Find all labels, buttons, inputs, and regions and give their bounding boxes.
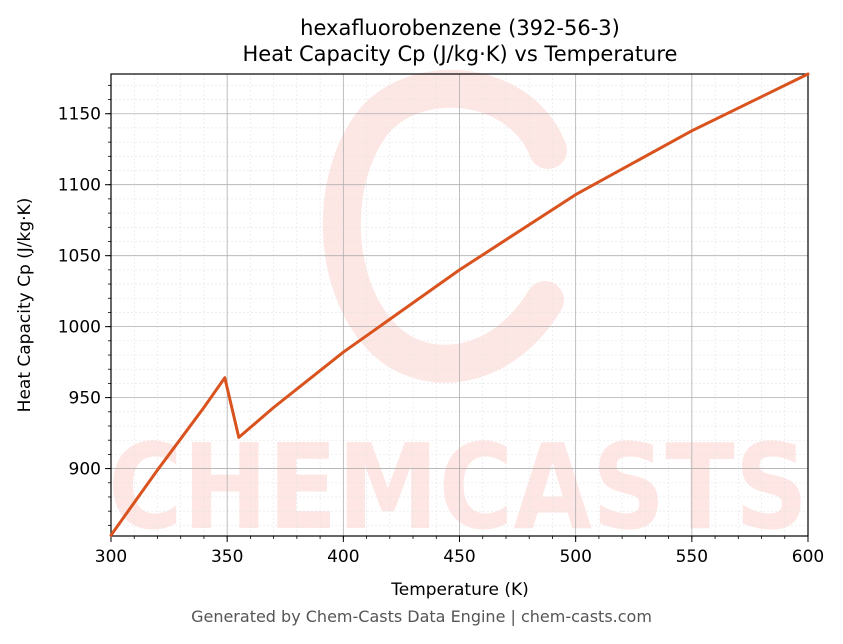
- watermark-text: CHEMCASTS: [108, 418, 808, 556]
- y-tick-label: 1000: [58, 318, 101, 338]
- chart-title-line1: hexafluorobenzene (392-56-3): [300, 16, 620, 40]
- y-axis-label: Heat Capacity Cp (J/kg·K): [15, 198, 35, 413]
- x-tick-labels: 300 350 400 450 500 550 600: [95, 547, 824, 567]
- x-tick-label: 600: [792, 547, 824, 567]
- y-tick-labels: 900 950 1000 1050 1100 1150: [58, 105, 101, 480]
- watermark-logo: CHEMCASTS: [108, 69, 808, 556]
- y-tick-label: 900: [69, 460, 101, 480]
- axis-ticks: [105, 84, 809, 542]
- x-tick-label: 450: [443, 547, 475, 567]
- x-tick-label: 400: [327, 547, 359, 567]
- cp-series-line: [109, 72, 810, 537]
- footer-credit: Generated by Chem-Casts Data Engine | ch…: [191, 607, 652, 626]
- x-tick-label: 500: [559, 547, 591, 567]
- y-tick-label: 950: [69, 389, 101, 409]
- y-tick-label: 1150: [58, 105, 101, 125]
- chart-title-line2: Heat Capacity Cp (J/kg·K) vs Temperature: [243, 42, 678, 66]
- x-tick-label: 350: [211, 547, 243, 567]
- y-tick-label: 1050: [58, 247, 101, 267]
- major-grid: [110, 74, 809, 536]
- x-tick-label: 300: [95, 547, 127, 567]
- x-tick-label: 550: [676, 547, 708, 567]
- y-tick-label: 1100: [58, 176, 101, 196]
- x-axis-label: Temperature (K): [390, 580, 529, 600]
